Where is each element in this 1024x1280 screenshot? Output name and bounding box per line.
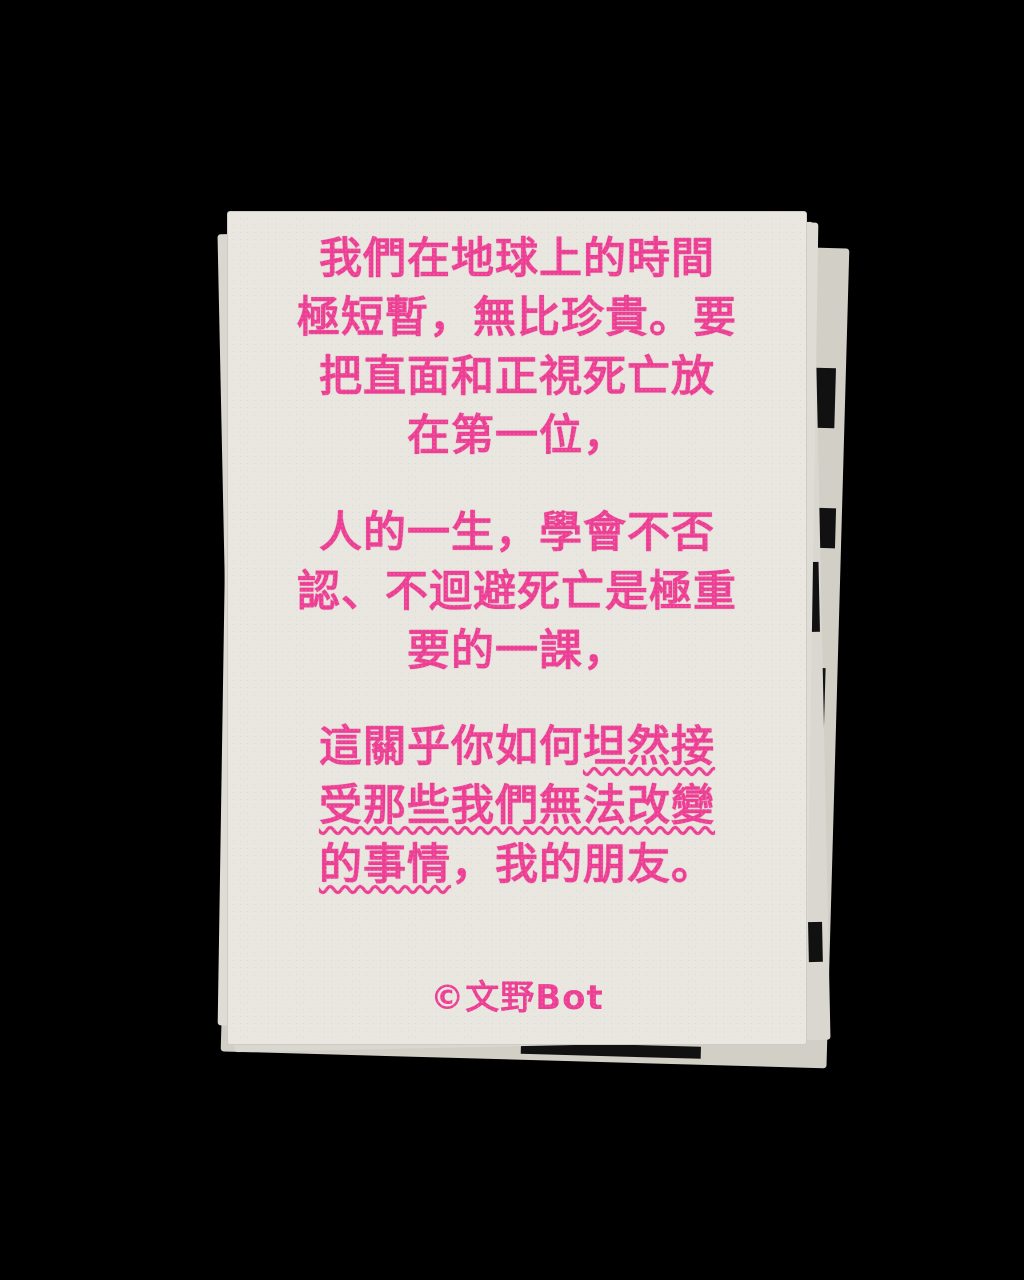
poem-text: ，我的朋友。 xyxy=(451,840,715,890)
poem-line: 人的一生，學會不否 xyxy=(319,508,715,558)
stanza-1: 我們在地球上的時間 極短暫，無比珍貴。要 把直面和正視死亡放 在第一位， xyxy=(258,230,776,466)
poem-text: 這關乎你如何 xyxy=(319,722,583,772)
underlined-text: 坦然接 xyxy=(583,722,715,772)
poem-card: 我們在地球上的時間 極短暫，無比珍貴。要 把直面和正視死亡放 在第一位， 人的一… xyxy=(228,212,806,1044)
poem-line: 受那些我們無法改變 xyxy=(258,777,776,836)
poem-line: 極短暫，無比珍貴。要 xyxy=(297,293,737,343)
stanza-2: 人的一生，學會不否 認、不迴避死亡是極重 要的一課， xyxy=(258,504,776,681)
underlined-text: 的事情 xyxy=(319,840,451,890)
poem-line: 把直面和正視死亡放 xyxy=(319,352,715,402)
stanza-3: 這關乎你如何坦然接 受那些我們無法改變 的事情，我的朋友。 xyxy=(258,718,776,895)
credit-signature: ©文野Bot xyxy=(430,978,604,1018)
poem-line: 的事情，我的朋友。 xyxy=(258,836,776,895)
poem-line: 認、不迴避死亡是極重 xyxy=(297,567,737,617)
poem-line: 在第一位， xyxy=(407,411,627,461)
underlined-text: 受那些我們無法改變 xyxy=(319,781,715,831)
poem-line: 我們在地球上的時間 xyxy=(319,234,715,284)
poem-line: 這關乎你如何坦然接 xyxy=(258,718,776,777)
poem-line: 要的一課， xyxy=(407,626,627,676)
